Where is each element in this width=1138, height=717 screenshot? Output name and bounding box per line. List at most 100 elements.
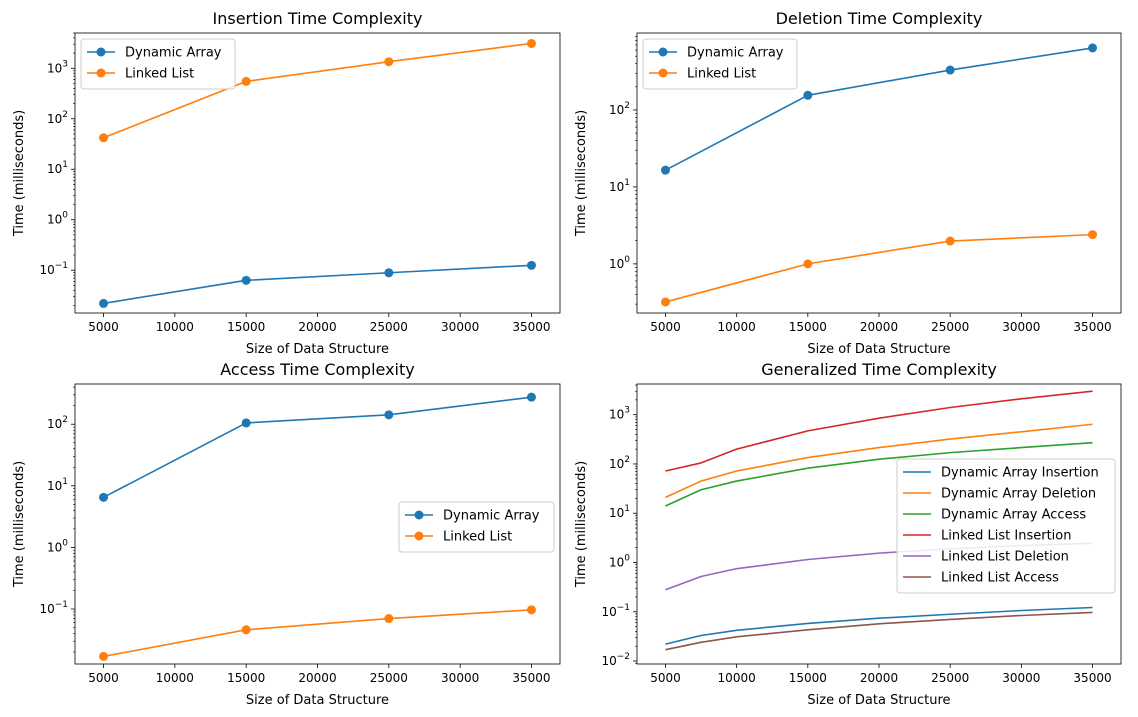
x-tick-label: 30000: [1002, 671, 1040, 685]
x-axis-label: Size of Data Structure: [807, 342, 950, 357]
x-tick-label: 30000: [1002, 320, 1040, 334]
series-line-2: [665, 423, 1093, 499]
x-axis-label: Size of Data Structure: [246, 693, 389, 708]
series-line-3: [665, 441, 1093, 507]
y-tick-label: 100: [47, 538, 68, 554]
data-point: [526, 605, 536, 615]
legend: Dynamic Array Linked List: [80, 38, 236, 90]
legend-label: Dynamic Array Deletion: [941, 487, 1096, 502]
data-point: [241, 76, 251, 86]
y-tick-label: 100: [47, 211, 68, 227]
legend: Dynamic Array Linked List: [398, 501, 555, 553]
y-tick-label: 101: [47, 160, 68, 176]
y-tick-label: 101: [47, 477, 68, 493]
x-tick-label: 10000: [718, 320, 756, 334]
data-point: [241, 275, 251, 285]
legend-marker: [96, 68, 106, 78]
legend-marker: [96, 47, 106, 57]
x-tick-label: 35000: [512, 320, 550, 334]
y-tick-label: 10−1: [39, 600, 68, 616]
x-tick-label: 15000: [789, 671, 827, 685]
x-axis-label: Size of Data Structure: [807, 693, 950, 708]
chart-title: Generalized Time Complexity: [761, 360, 997, 379]
x-tick-label: 5000: [88, 320, 119, 334]
data-point: [241, 625, 251, 635]
x-tick-label: 5000: [650, 320, 681, 334]
legend-marker: [414, 531, 424, 541]
x-tick-label: 25000: [931, 320, 969, 334]
data-point: [526, 260, 536, 270]
y-tick-label: 102: [609, 101, 630, 117]
x-tick-label: 20000: [298, 671, 336, 685]
data-point: [526, 38, 536, 48]
legend: Dynamic Array Insertion Dynamic Array Del…: [896, 458, 1116, 594]
series-line-4: [665, 390, 1093, 472]
y-tick-label: 102: [609, 455, 630, 471]
x-tick-label: 30000: [441, 320, 479, 334]
legend-label: Dynamic Array Insertion: [941, 466, 1099, 481]
legend-label: Dynamic Array: [125, 46, 222, 61]
y-axis-label: Time (milliseconds): [12, 461, 27, 588]
legend-marker: [658, 47, 668, 57]
data-point: [1088, 230, 1098, 240]
chart-title: Insertion Time Complexity: [213, 9, 423, 28]
data-point: [384, 268, 394, 278]
legend-label: Dynamic Array: [687, 46, 784, 61]
legend-label: Linked List: [125, 67, 194, 82]
x-tick-label: 15000: [227, 671, 265, 685]
data-point: [660, 297, 670, 307]
legend-label: Linked List: [443, 530, 512, 545]
series-line-6: [665, 611, 1093, 651]
series-line-2: [103, 609, 532, 658]
legend-marker: [414, 510, 424, 520]
y-tick-label: 102: [47, 110, 68, 126]
plot-frame: [74, 32, 561, 314]
x-tick-label: 35000: [1073, 671, 1111, 685]
y-tick-label: 103: [609, 406, 630, 422]
legend-marker: [658, 68, 668, 78]
data-point: [99, 133, 109, 143]
data-point: [945, 65, 955, 75]
legend-box: [80, 38, 236, 90]
data-point: [99, 492, 109, 502]
chart-title: Deletion Time Complexity: [776, 9, 983, 28]
y-tick-label: 10−1: [601, 603, 630, 619]
x-tick-label: 35000: [1073, 320, 1111, 334]
x-tick-label: 10000: [156, 320, 194, 334]
legend-label: Dynamic Array: [443, 509, 540, 524]
x-tick-label: 25000: [370, 320, 408, 334]
chart-panel-4: 10−2 10−1 100 101 102 103 5000 10000 15000 20000 2…: [574, 360, 1122, 708]
series-line-1: [103, 264, 532, 305]
data-point: [803, 259, 813, 269]
y-tick-label: 10−2: [601, 652, 630, 668]
x-tick-label: 20000: [860, 320, 898, 334]
legend: Dynamic Array Linked List: [642, 38, 798, 90]
plot-frame: [74, 383, 561, 665]
y-tick-label: 100: [609, 255, 630, 271]
chart-panel-1: 10−1 100 101 102 103 5000 10000 15000 20000 25000…: [12, 9, 561, 357]
series-line-1: [103, 396, 532, 499]
x-tick-label: 10000: [718, 671, 756, 685]
series-line-2: [665, 233, 1093, 303]
x-tick-label: 10000: [156, 671, 194, 685]
series-line-2: [103, 42, 532, 139]
y-tick-label: 100: [609, 553, 630, 569]
series-line-1: [665, 606, 1093, 645]
y-tick-label: 10−1: [39, 261, 68, 277]
x-tick-label: 20000: [860, 671, 898, 685]
x-tick-label: 15000: [227, 320, 265, 334]
plot-frame: [636, 32, 1122, 314]
legend-label: Dynamic Array Access: [941, 508, 1086, 523]
data-point: [526, 392, 536, 402]
y-tick-label: 101: [609, 504, 630, 520]
x-tick-label: 30000: [441, 671, 479, 685]
y-axis-label: Time (milliseconds): [574, 110, 589, 237]
legend-label: Linked List Deletion: [941, 550, 1069, 565]
x-tick-label: 35000: [512, 671, 550, 685]
x-tick-label: 15000: [789, 320, 827, 334]
y-axis-label: Time (milliseconds): [574, 461, 589, 588]
x-tick-label: 5000: [88, 671, 119, 685]
chart-panel-3: 10−1 100 101 102 5000 10000 15000 20000 25000 300…: [12, 360, 561, 708]
y-tick-label: 103: [47, 59, 68, 75]
